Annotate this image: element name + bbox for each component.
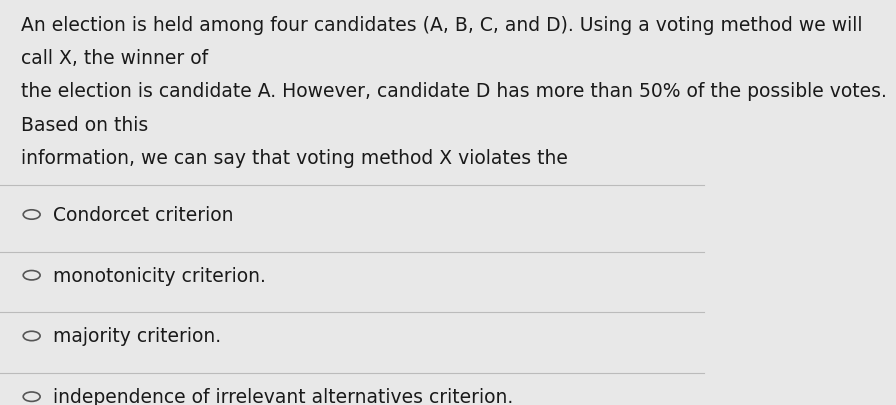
Text: independence of irrelevant alternatives criterion.: independence of irrelevant alternatives … [53,387,513,405]
Text: Based on this: Based on this [22,115,149,134]
Text: monotonicity criterion.: monotonicity criterion. [53,266,265,285]
Text: information, we can say that voting method X violates the: information, we can say that voting meth… [22,149,568,168]
Text: majority criterion.: majority criterion. [53,327,221,345]
Text: An election is held among four candidates (A, B, C, and D). Using a voting metho: An election is held among four candidate… [22,16,863,34]
Text: call X, the winner of: call X, the winner of [22,49,208,68]
Text: the election is candidate A. However, candidate D has more than 50% of the possi: the election is candidate A. However, ca… [22,82,887,101]
Text: Condorcet criterion: Condorcet criterion [53,205,233,224]
